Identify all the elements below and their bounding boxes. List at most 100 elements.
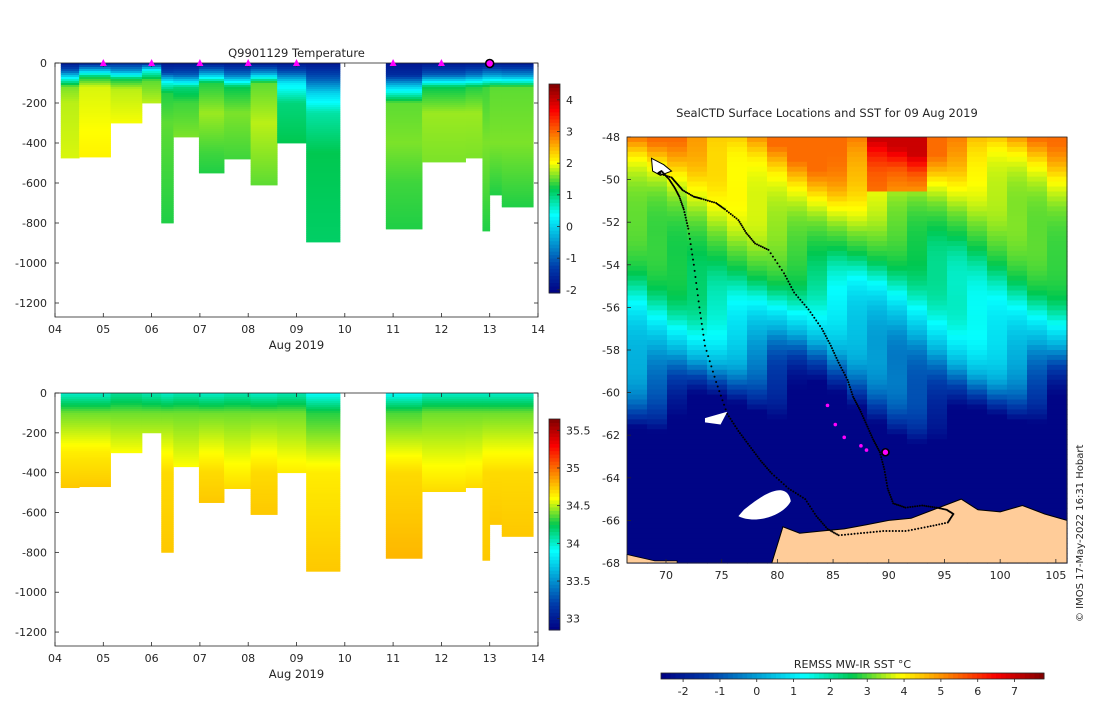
sst-cell: [967, 409, 988, 415]
profile-cell: [306, 464, 341, 468]
profile-cell: [224, 75, 252, 78]
profile-cell: [60, 93, 80, 96]
profile-cell: [198, 474, 225, 478]
profile-cell: [79, 434, 111, 438]
profile-cell: [79, 137, 111, 140]
track-point: [783, 272, 786, 275]
profile-cell: [110, 97, 143, 100]
sst-cell: [947, 206, 968, 212]
profile-cell: [60, 478, 80, 482]
profile-cell: [489, 448, 503, 452]
track-point: [700, 197, 703, 200]
profile-cell: [250, 77, 278, 80]
sst-cell: [627, 518, 648, 524]
sst-cell: [707, 528, 728, 534]
track-point: [904, 506, 907, 509]
sst-cell: [827, 513, 848, 520]
profile-cell: [79, 129, 111, 132]
profile-cell: [501, 69, 534, 72]
track-point: [750, 446, 753, 449]
sst-cell: [787, 488, 808, 495]
colorbar-swatch: [549, 268, 560, 273]
profile-cell: [161, 510, 174, 513]
profile-cell: [422, 402, 466, 406]
profile-cell: [482, 550, 491, 553]
sst-cell: [687, 369, 708, 376]
profile-cell: [465, 71, 483, 74]
sst-cell: [1007, 196, 1028, 202]
sst-cell: [1007, 498, 1028, 505]
profile-cell: [465, 133, 483, 136]
sst-cell: [927, 280, 948, 287]
sst-cell: [647, 533, 668, 539]
sst-cell: [887, 186, 908, 193]
sst-cell: [1027, 369, 1048, 376]
sst-cell: [867, 186, 888, 193]
sst-cell: [647, 444, 668, 450]
profile-cell: [501, 183, 534, 186]
profile-location: [825, 403, 830, 408]
profile-cell: [198, 494, 225, 497]
profile-cell: [422, 448, 466, 452]
sst-cell: [927, 350, 948, 356]
colorbar-swatch: [549, 261, 560, 266]
sst-cell: [1047, 241, 1068, 247]
sst-cell: [767, 454, 788, 460]
sst-cell: [627, 206, 648, 212]
colorbar-frame: [548, 83, 561, 294]
sst-cell: [687, 250, 708, 257]
sst-cell: [827, 161, 848, 168]
profile-cell: [110, 81, 143, 84]
profile-cell: [60, 450, 80, 454]
profile-cell: [501, 438, 534, 442]
sst-cell: [1027, 414, 1048, 420]
profile-cell: [173, 440, 200, 444]
sst-cell: [647, 151, 668, 158]
sst-cell: [1027, 241, 1048, 247]
profile-cell: [173, 412, 200, 416]
profile-cell: [173, 95, 200, 98]
sst-cell: [947, 325, 968, 331]
profile-cell: [306, 566, 341, 569]
profile-cell: [161, 99, 174, 102]
sst-cell: [747, 201, 768, 207]
sst-cell: [647, 538, 668, 544]
profile-cell: [385, 552, 423, 555]
profile-cell: [501, 462, 534, 466]
sst-cell: [987, 498, 1008, 505]
colorbar-swatch: [871, 673, 877, 679]
profile-cell: [173, 93, 200, 96]
sst-cell: [787, 498, 808, 505]
profile-cell: [161, 452, 174, 456]
profile-cell: [385, 143, 423, 146]
profile-cell: [306, 396, 341, 400]
profile-cell: [422, 420, 466, 424]
profile-cell: [141, 79, 162, 82]
colorbar-swatch: [699, 673, 705, 679]
profile-cell: [385, 161, 423, 164]
sst-cell: [987, 270, 1008, 277]
track-point: [828, 528, 831, 531]
sst-cell: [747, 216, 768, 222]
profile-cell: [482, 426, 491, 430]
sst-cell: [627, 394, 648, 401]
profile-cell: [465, 101, 483, 104]
sst-map: 70 75 80 85 90 95 100 105-48-50-52-54-56-58-60-…: [602, 106, 1086, 698]
profile-cell: [465, 143, 483, 146]
track-point: [657, 171, 660, 174]
profile-cell: [250, 179, 278, 182]
profile-cell: [482, 135, 491, 138]
profile-cell: [422, 442, 466, 446]
profile-cell: [60, 83, 80, 86]
profile-cell: [250, 95, 278, 98]
track-point: [782, 483, 785, 486]
track-point: [854, 401, 857, 404]
profile-cell: [501, 79, 534, 82]
sst-cell: [687, 201, 708, 207]
sst-cell: [767, 409, 788, 415]
profile-cell: [489, 153, 503, 156]
track-point: [840, 366, 843, 369]
sst-cell: [807, 434, 828, 440]
profile-cell: [306, 151, 341, 154]
sst-cell: [1047, 449, 1068, 455]
